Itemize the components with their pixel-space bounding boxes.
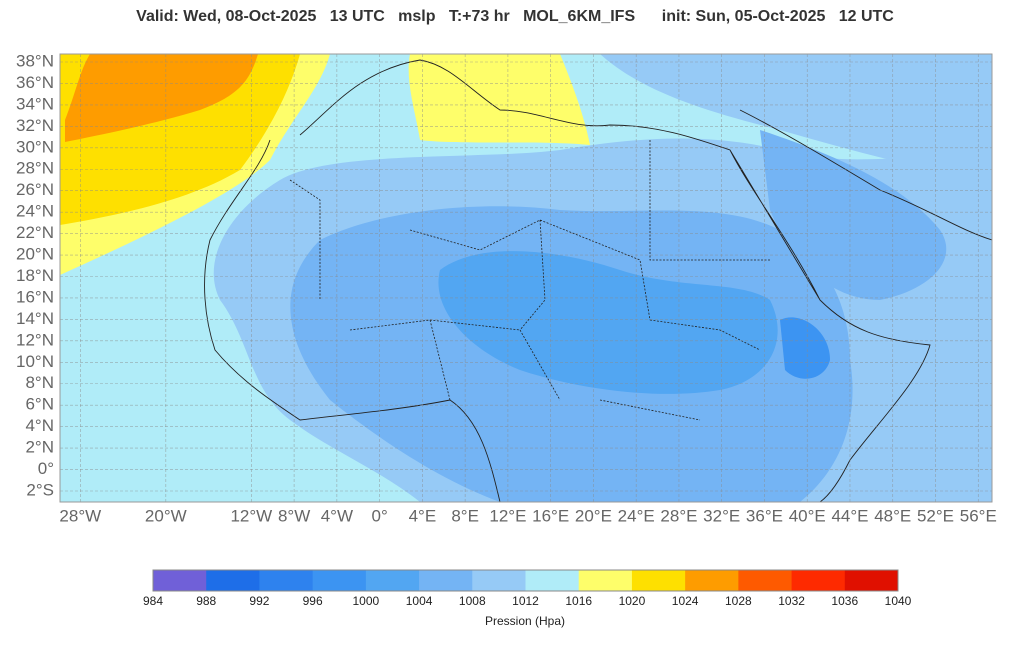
colorbar-tick-label: 1028	[725, 594, 752, 608]
colorbar-swatch	[791, 570, 846, 591]
colorbar-swatch	[631, 570, 686, 591]
grid	[60, 54, 992, 502]
colorbar-frame	[152, 569, 899, 592]
low-pressure-area	[438, 251, 778, 394]
colorbar-swatch	[365, 570, 420, 591]
lat-tick-label: 0°	[38, 459, 54, 478]
colorbar-tick-label: 1012	[512, 594, 539, 608]
map-frame	[59, 53, 993, 503]
lat-tick-label: 2°N	[25, 438, 54, 457]
map-title: Valid: Wed, 08-Oct-2025 13 UTC mslp T:+7…	[136, 8, 894, 25]
lon-tick-label: 20°W	[145, 506, 187, 525]
lon-tick-label: 0°	[371, 506, 387, 525]
lat-tick-label: 12°N	[16, 330, 54, 349]
lat-tick-label: 8°N	[25, 373, 54, 392]
colorbar-swatch	[525, 570, 580, 591]
lon-tick-label: 16°E	[532, 506, 569, 525]
lat-tick-label: 10°N	[16, 352, 54, 371]
lat-tick-label: 2°S	[26, 480, 54, 499]
colorbar-tick-label: 1036	[831, 594, 858, 608]
colorbar-swatch	[312, 570, 367, 591]
lon-tick-label: 8°W	[278, 506, 310, 525]
colorbar-tick-label: 1004	[406, 594, 433, 608]
map-area	[60, 54, 992, 502]
coastline	[204, 59, 992, 502]
lon-tick-label: 12°E	[489, 506, 526, 525]
lat-tick-label: 20°N	[16, 245, 54, 264]
lon-tick-label: 4°E	[409, 506, 437, 525]
lon-tick-label: 28°W	[59, 506, 101, 525]
colorbar-tick-label: 988	[196, 594, 216, 608]
lon-tick-label: 36°E	[746, 506, 783, 525]
lat-tick-label: 34°N	[16, 94, 54, 113]
lat-tick-label: 22°N	[16, 223, 54, 242]
colorbar-tick-label: 1008	[459, 594, 486, 608]
lat-tick-label: 24°N	[16, 202, 54, 221]
lat-tick-label: 4°N	[25, 416, 54, 435]
country-borders	[289, 140, 770, 421]
colorbar-swatch	[259, 570, 314, 591]
colorbar-swatch	[419, 570, 473, 591]
colorbar-label: Pression (Hpa)	[485, 614, 565, 628]
lat-tick-label: 36°N	[16, 73, 54, 92]
colorbar-tick-label: 992	[249, 594, 269, 608]
lon-tick-label: 32°E	[703, 506, 740, 525]
lat-tick-label: 6°N	[25, 395, 54, 414]
lat-tick-label: 28°N	[16, 159, 54, 178]
lat-tick-label: 16°N	[16, 287, 54, 306]
lon-tick-label: 48°E	[874, 506, 911, 525]
colorbar-swatch	[153, 570, 207, 591]
lon-tick-label: 20°E	[575, 506, 612, 525]
lon-tick-label: 12°W	[230, 506, 272, 525]
colorbar-tick-label: 984	[143, 594, 163, 608]
lon-tick-label: 28°E	[660, 506, 697, 525]
colorbar-swatch	[472, 570, 526, 591]
lat-tick-label: 32°N	[16, 116, 54, 135]
lon-tick-label: 40°E	[789, 506, 826, 525]
lat-tick-label: 30°N	[16, 137, 54, 156]
lon-tick-label: 4°W	[321, 506, 353, 525]
colorbar-swatch	[844, 570, 899, 591]
colorbar-tick-label: 1040	[885, 594, 912, 608]
lat-tick-label: 14°N	[16, 309, 54, 328]
lat-tick-label: 26°N	[16, 180, 54, 199]
lon-tick-label: 24°E	[618, 506, 655, 525]
low-pressure-area	[780, 317, 830, 379]
colorbar-tick-label: 1024	[672, 594, 699, 608]
lon-tick-label: 44°E	[831, 506, 868, 525]
colorbar-swatch	[738, 570, 793, 591]
high-pressure-area	[408, 54, 590, 145]
colorbar-tick-label: 996	[303, 594, 323, 608]
low-pressure-area	[600, 54, 992, 180]
lon-tick-label: 56°E	[960, 506, 997, 525]
colorbar-swatch	[578, 570, 633, 591]
colorbar-tick-label: 1032	[778, 594, 805, 608]
colorbar-swatch	[685, 570, 739, 591]
low-pressure-area	[760, 130, 947, 300]
colorbar-tick-label: 1000	[353, 594, 380, 608]
lat-tick-label: 18°N	[16, 266, 54, 285]
lon-tick-label: 8°E	[451, 506, 479, 525]
colorbar-tick-label: 1020	[619, 594, 646, 608]
lon-tick-label: 52°E	[917, 506, 954, 525]
colorbar-tick-label: 1016	[565, 594, 592, 608]
lat-tick-label: 38°N	[16, 51, 54, 70]
high-pressure-area	[65, 54, 258, 142]
colorbar-swatch	[206, 570, 260, 591]
